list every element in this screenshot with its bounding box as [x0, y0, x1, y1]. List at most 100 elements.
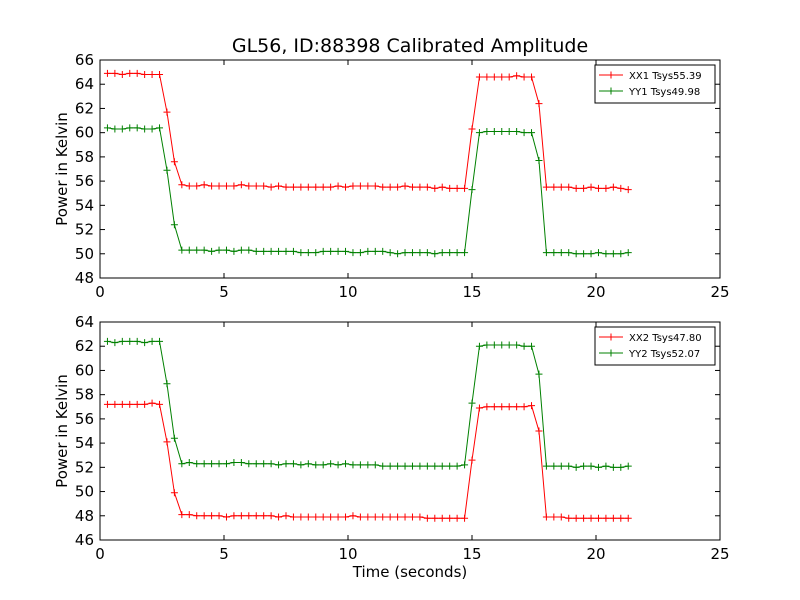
- data-point-2-1-6: [141, 400, 149, 408]
- data-point-2-2-1: [103, 337, 111, 345]
- data-point-1-1-64: [572, 184, 580, 192]
- data-point-1-1-61: [550, 183, 558, 191]
- legend-label-2-1: XX2 Tsys47.80: [629, 333, 702, 344]
- legend-marker-2-2: [607, 349, 615, 357]
- data-point-2-2-52: [483, 341, 491, 349]
- data-point-2-1-47: [446, 514, 454, 522]
- data-point-2-1-38: [379, 513, 387, 521]
- data-point-1-1-63: [565, 183, 573, 191]
- data-point-1-2-13: [193, 246, 201, 254]
- data-point-2-1-62: [557, 513, 565, 521]
- data-point-1-1-71: [624, 186, 632, 194]
- data-point-2-2-48: [453, 462, 461, 470]
- data-point-1-1-22: [260, 182, 268, 190]
- data-point-2-1-40: [394, 513, 402, 521]
- data-point-2-1-30: [319, 513, 327, 521]
- data-point-2-2-42: [408, 462, 416, 470]
- series-1-2: [103, 124, 632, 258]
- data-point-2-1-16: [215, 512, 223, 520]
- data-point-2-1-8: [156, 400, 164, 408]
- data-point-1-2-28: [304, 249, 312, 257]
- data-point-1-2-10: [170, 221, 178, 229]
- data-point-2-1-53: [490, 403, 498, 411]
- data-point-1-1-33: [342, 183, 350, 191]
- data-point-1-1-26: [289, 183, 297, 191]
- data-point-1-1-6: [141, 71, 149, 79]
- data-point-1-1-21: [252, 182, 260, 190]
- data-point-1-2-44: [423, 249, 431, 257]
- data-point-1-2-41: [401, 249, 409, 257]
- data-point-2-2-11: [178, 460, 186, 468]
- data-point-2-1-58: [528, 402, 536, 410]
- x-tick-label-1-4: 15: [462, 283, 481, 301]
- data-point-2-1-32: [334, 513, 342, 521]
- data-point-2-2-35: [356, 461, 364, 469]
- data-point-2-2-50: [468, 399, 476, 407]
- data-point-1-1-42: [408, 183, 416, 191]
- data-point-1-2-25: [282, 247, 290, 255]
- data-point-1-1-56: [513, 72, 521, 80]
- data-point-2-1-59: [535, 427, 543, 435]
- y-tick-label-1-4: 54: [75, 196, 94, 214]
- data-point-1-2-50: [468, 186, 476, 194]
- data-point-1-1-43: [416, 183, 424, 191]
- data-point-2-2-7: [148, 337, 156, 345]
- data-point-1-1-35: [356, 182, 364, 190]
- data-point-1-2-9: [163, 166, 171, 174]
- data-point-1-1-20: [245, 182, 253, 190]
- data-point-1-2-36: [364, 247, 372, 255]
- data-point-2-2-6: [141, 339, 149, 347]
- data-point-1-1-50: [468, 125, 476, 133]
- data-point-2-2-41: [401, 462, 409, 470]
- data-point-2-2-57: [520, 342, 528, 350]
- y-tick-label-2-7: 58: [75, 386, 94, 404]
- data-point-2-1-57: [520, 403, 528, 411]
- data-point-2-2-13: [193, 460, 201, 468]
- data-point-2-1-68: [602, 514, 610, 522]
- data-point-2-1-26: [289, 513, 297, 521]
- y-tick-label-1-3: 52: [75, 221, 94, 239]
- y-tick-label-2-5: 54: [75, 434, 94, 452]
- x-tick-label-2-5: 20: [586, 545, 605, 563]
- data-point-2-1-70: [617, 514, 625, 522]
- data-point-2-1-17: [222, 513, 230, 521]
- data-point-1-1-46: [438, 183, 446, 191]
- data-point-1-2-42: [408, 249, 416, 257]
- data-point-2-1-14: [200, 512, 208, 520]
- y-tick-label-2-2: 48: [75, 507, 94, 525]
- data-point-2-1-55: [505, 403, 513, 411]
- series-2-1: [103, 399, 632, 522]
- data-point-2-2-19: [237, 458, 245, 466]
- data-point-2-2-49: [461, 461, 469, 469]
- data-point-2-1-12: [185, 511, 193, 519]
- data-point-1-1-49: [461, 184, 469, 192]
- data-point-1-1-66: [587, 183, 595, 191]
- data-point-1-2-31: [327, 247, 335, 255]
- data-point-2-1-45: [431, 514, 439, 522]
- data-point-2-1-63: [565, 514, 573, 522]
- data-point-1-1-69: [609, 183, 617, 191]
- x-tick-label-2-4: 15: [462, 545, 481, 563]
- data-point-1-2-23: [267, 247, 275, 255]
- data-point-2-2-10: [170, 434, 178, 442]
- x-tick-label-2-2: 5: [219, 545, 229, 563]
- y-tick-label-1-8: 62: [75, 99, 94, 117]
- data-point-2-2-69: [609, 463, 617, 471]
- data-point-1-2-33: [342, 247, 350, 255]
- data-point-1-2-29: [312, 249, 320, 257]
- data-point-2-2-45: [431, 462, 439, 470]
- data-point-2-1-71: [624, 514, 632, 522]
- data-point-1-1-16: [215, 182, 223, 190]
- data-point-1-2-38: [379, 247, 387, 255]
- data-point-1-2-51: [475, 129, 483, 137]
- data-point-2-1-7: [148, 399, 156, 407]
- data-point-1-2-8: [156, 124, 164, 132]
- x-tick-label-1-3: 10: [338, 283, 357, 301]
- data-point-2-1-61: [550, 513, 558, 521]
- data-point-2-2-21: [252, 460, 260, 468]
- data-point-1-1-58: [528, 73, 536, 81]
- data-point-1-1-1: [103, 69, 111, 77]
- data-point-1-1-29: [312, 183, 320, 191]
- data-point-2-2-17: [222, 460, 230, 468]
